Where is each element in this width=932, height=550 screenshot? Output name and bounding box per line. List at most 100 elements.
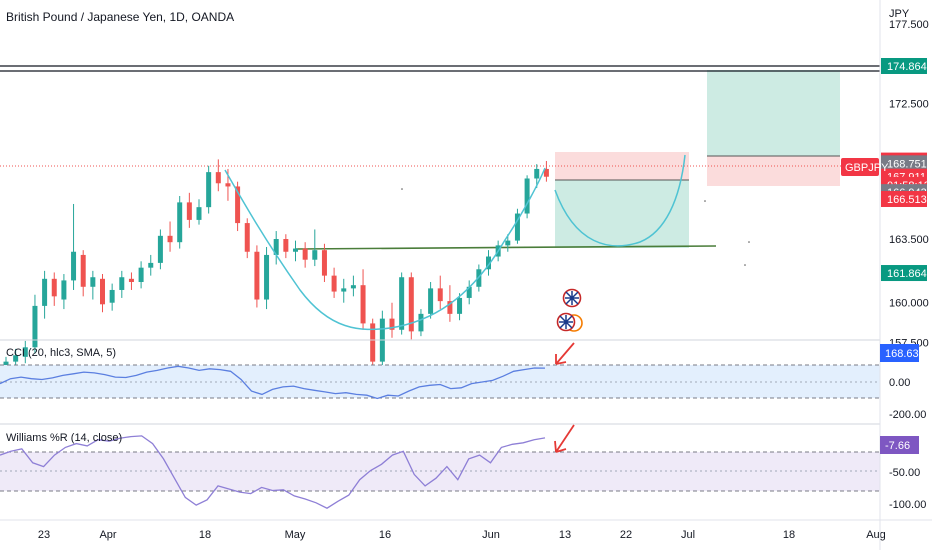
candle-body	[389, 318, 395, 330]
cci-title: CCI (20, hlc3, SMA, 5)	[6, 347, 116, 359]
candle-body	[186, 202, 192, 220]
price-tag	[881, 155, 927, 172]
candle-body	[61, 280, 67, 300]
candle-body	[148, 262, 154, 268]
price-tick: 177.500	[889, 19, 929, 31]
candle-body	[244, 223, 250, 252]
gb-flag-icon[interactable]	[562, 288, 582, 308]
candle-body	[138, 267, 144, 283]
time-tick: 22	[620, 529, 632, 541]
symbol-tag-label: GBPJPY	[845, 162, 889, 174]
candle-body	[321, 250, 327, 276]
williams-value-tag-label: -7.66	[885, 440, 910, 452]
candle-body	[100, 278, 105, 305]
candle-body	[399, 277, 405, 330]
candle-body	[215, 172, 221, 184]
cup-curve	[224, 154, 686, 331]
candle-body	[264, 254, 270, 300]
williams-tick: -100.00	[889, 499, 926, 511]
candle-body	[71, 251, 77, 281]
candle-body	[196, 207, 202, 220]
candle-body	[80, 254, 86, 287]
price-tag-label: 168.751	[887, 158, 927, 170]
candle-body	[206, 172, 212, 208]
time-tick: Apr	[99, 529, 116, 541]
candle-body	[350, 285, 356, 289]
scatter-dot	[744, 264, 746, 266]
candle-body	[457, 297, 463, 314]
time-tick: 18	[783, 529, 795, 541]
candle-body	[90, 277, 96, 287]
candle-body	[167, 235, 173, 243]
time-tick: Jun	[482, 529, 500, 541]
time-tick: 18	[199, 529, 211, 541]
candle-body	[514, 213, 520, 241]
candle-body	[157, 235, 163, 263]
scatter-dot	[401, 188, 403, 190]
candle-body	[341, 288, 347, 292]
cci-tick: 0.00	[889, 377, 910, 389]
candle-body	[22, 347, 28, 357]
symbol-tag	[841, 158, 879, 176]
candle-body	[428, 288, 434, 314]
price-tag-label: 161.864	[887, 268, 927, 280]
time-axis[interactable]: 23 Apr 18 May 16 Jun 13 22 Jul 18 Aug	[38, 529, 886, 541]
candle-body	[408, 277, 414, 332]
time-tick: May	[285, 529, 306, 541]
candle-body	[293, 248, 298, 252]
candle-body	[119, 277, 125, 290]
williams-axis[interactable]: -7.66 -50.00 -100.00	[880, 436, 926, 511]
candle-body	[331, 275, 337, 292]
projected-target-zone	[707, 70, 840, 156]
williams-tick: -50.00	[889, 467, 920, 479]
time-tick: 16	[379, 529, 391, 541]
time-tick: 13	[559, 529, 571, 541]
price-pane[interactable]: British Pound / Japanese Yen, 1D, OANDA	[0, 10, 880, 375]
candle-body	[418, 313, 424, 332]
cci-pane[interactable]: CCI (20, hlc3, SMA, 5)	[0, 342, 880, 400]
candle-body	[370, 323, 376, 362]
price-tick: 160.000	[889, 298, 929, 310]
williams-arrow-icon	[554, 424, 575, 453]
candle-body	[466, 286, 472, 298]
price-tag-label: 166.513	[887, 194, 927, 206]
candle-body	[283, 239, 289, 252]
price-tag	[881, 190, 927, 207]
time-tick: Aug	[866, 529, 886, 541]
candle-body	[447, 301, 453, 314]
candle-body	[128, 278, 134, 283]
projected-stop-zone	[707, 156, 840, 186]
candle-body	[254, 251, 260, 300]
candle-body	[302, 248, 308, 260]
price-tick: 172.500	[889, 99, 929, 111]
target-zone	[555, 180, 689, 248]
candle-body	[360, 285, 366, 324]
candle-body	[534, 168, 540, 179]
chart-title: British Pound / Japanese Yen, 1D, OANDA	[6, 10, 234, 24]
price-tag-label: 174.864	[887, 61, 927, 73]
cci-value-tag-label: 168.63	[885, 348, 919, 360]
williams-line	[0, 435, 546, 509]
candle-body	[13, 355, 19, 362]
candles-group	[3, 159, 549, 375]
cci-line	[0, 365, 546, 400]
time-tick: Jul	[681, 529, 695, 541]
candle-body	[273, 239, 279, 255]
scatter-dot	[704, 200, 706, 202]
scatter-dot	[748, 241, 750, 243]
stop-zone	[555, 152, 689, 180]
williams-pane[interactable]: Williams %R (14, close)	[0, 424, 880, 509]
candle-body	[524, 178, 530, 214]
neckline	[295, 245, 717, 250]
candle-body	[486, 256, 491, 270]
candle-body	[505, 240, 511, 246]
cci-arrow-icon	[555, 342, 575, 365]
price-tag	[881, 265, 927, 282]
currency-label: JPY	[889, 8, 910, 20]
cci-axis[interactable]: 168.63 0.00 -200.00	[880, 344, 926, 421]
candle-body	[543, 168, 549, 177]
time-tick: 23	[38, 529, 50, 541]
gb-flag-icon[interactable]	[556, 312, 583, 332]
